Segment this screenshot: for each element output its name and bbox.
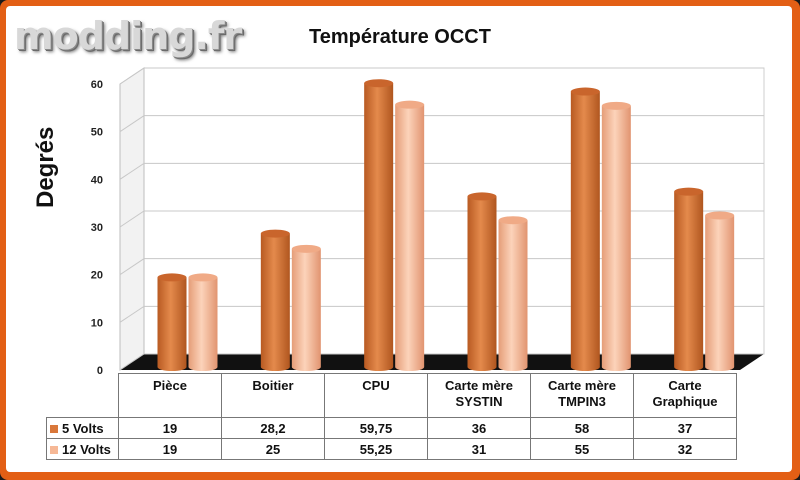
bar-cap bbox=[157, 273, 187, 282]
bar-body bbox=[467, 196, 497, 371]
gridline bbox=[119, 258, 764, 276]
y-tick-label: 0 bbox=[97, 365, 103, 377]
bar-cap bbox=[601, 101, 631, 110]
gridline bbox=[119, 162, 764, 180]
bar-cap bbox=[260, 229, 290, 238]
gridline bbox=[119, 353, 764, 371]
data-value-cell: 58 bbox=[530, 417, 634, 439]
bar-body bbox=[705, 215, 735, 371]
bar bbox=[674, 187, 704, 371]
data-value-cell: 28,2 bbox=[221, 417, 325, 439]
bar-cap bbox=[674, 187, 704, 196]
data-value-cell: 19 bbox=[118, 438, 222, 460]
bar-body bbox=[601, 105, 631, 371]
bar-body bbox=[498, 220, 528, 371]
bar bbox=[570, 87, 600, 372]
bar bbox=[291, 244, 321, 371]
bar-body bbox=[364, 83, 394, 372]
bar-body bbox=[570, 91, 600, 372]
category-label-line: Graphique bbox=[652, 394, 718, 409]
chart-title: Température OCCT bbox=[309, 26, 491, 48]
y-tick-label: 50 bbox=[91, 127, 103, 139]
bar-cap bbox=[291, 244, 321, 253]
category-label: CPU bbox=[324, 373, 428, 418]
data-value-cell: 59,75 bbox=[324, 417, 428, 439]
gridline bbox=[119, 210, 764, 228]
category-label-line: Carte mère bbox=[445, 378, 513, 393]
data-value-cell: 25 bbox=[221, 438, 325, 460]
bar-cap bbox=[498, 216, 528, 225]
data-value-cell: 36 bbox=[427, 417, 531, 439]
y-tick-label: 30 bbox=[91, 222, 103, 234]
category-label-line: Carte mère bbox=[548, 378, 616, 393]
site-logo: modding.fr bbox=[14, 14, 242, 58]
bar-body bbox=[291, 248, 321, 371]
category-label-line: Pièce bbox=[153, 378, 187, 393]
category-label: Carte mère SYSTIN bbox=[427, 373, 531, 418]
series-name: 12 Volts bbox=[62, 441, 111, 457]
category-label-line: Boitier bbox=[252, 378, 294, 393]
category-label-line: CPU bbox=[362, 378, 390, 393]
bar bbox=[705, 211, 735, 371]
series-legend: 12 Volts bbox=[46, 438, 119, 460]
data-value-cell: 55,25 bbox=[324, 438, 428, 460]
data-value-cell: 31 bbox=[427, 438, 531, 460]
bar bbox=[601, 101, 631, 371]
category-label: Boitier bbox=[221, 373, 325, 418]
bar-body bbox=[395, 104, 425, 372]
bar bbox=[157, 273, 187, 371]
bar bbox=[364, 79, 394, 372]
bar-cap bbox=[705, 211, 735, 220]
bar bbox=[467, 192, 497, 371]
bar-cap bbox=[188, 273, 218, 282]
bar bbox=[188, 273, 218, 371]
category-label: Pièce bbox=[118, 373, 222, 418]
gridline bbox=[119, 115, 764, 133]
series-legend: 5 Volts bbox=[46, 417, 119, 439]
table-corner bbox=[47, 374, 119, 418]
y-tick-label: 20 bbox=[91, 270, 103, 282]
data-value-cell: 37 bbox=[633, 417, 737, 439]
category-label: Carte mère TMPIN3 bbox=[530, 373, 634, 418]
bar bbox=[395, 100, 425, 372]
category-label-line: Carte bbox=[668, 378, 702, 393]
data-value-cell: 19 bbox=[118, 417, 222, 439]
y-tick-label: 10 bbox=[91, 317, 103, 329]
data-value-cell: 55 bbox=[530, 438, 634, 460]
bar-body bbox=[157, 277, 187, 371]
category-label-line: TMPIN3 bbox=[558, 394, 606, 409]
gridline bbox=[119, 67, 764, 85]
bar-cap bbox=[570, 87, 600, 96]
bar-body bbox=[260, 233, 290, 371]
data-value-cell: 32 bbox=[633, 438, 737, 460]
legend-swatch bbox=[50, 425, 58, 434]
bar-cap bbox=[467, 192, 497, 201]
bar-body bbox=[674, 191, 704, 371]
category-label-line: SYSTIN bbox=[455, 394, 503, 409]
category-label: Carte Graphique bbox=[633, 373, 737, 418]
legend-swatch bbox=[50, 446, 58, 455]
series-name: 5 Volts bbox=[62, 420, 104, 436]
y-tick-label: 40 bbox=[91, 174, 103, 186]
bar bbox=[498, 216, 528, 371]
bar bbox=[260, 229, 290, 371]
gridline bbox=[119, 305, 764, 323]
data-table: Pièce Boitier CPU Carte mère SYSTIN Carte mèr… bbox=[46, 373, 737, 460]
bar-cap bbox=[364, 79, 394, 88]
y-tick-label: 60 bbox=[91, 79, 103, 91]
bar-cap bbox=[395, 100, 425, 109]
bar-body bbox=[188, 277, 218, 371]
